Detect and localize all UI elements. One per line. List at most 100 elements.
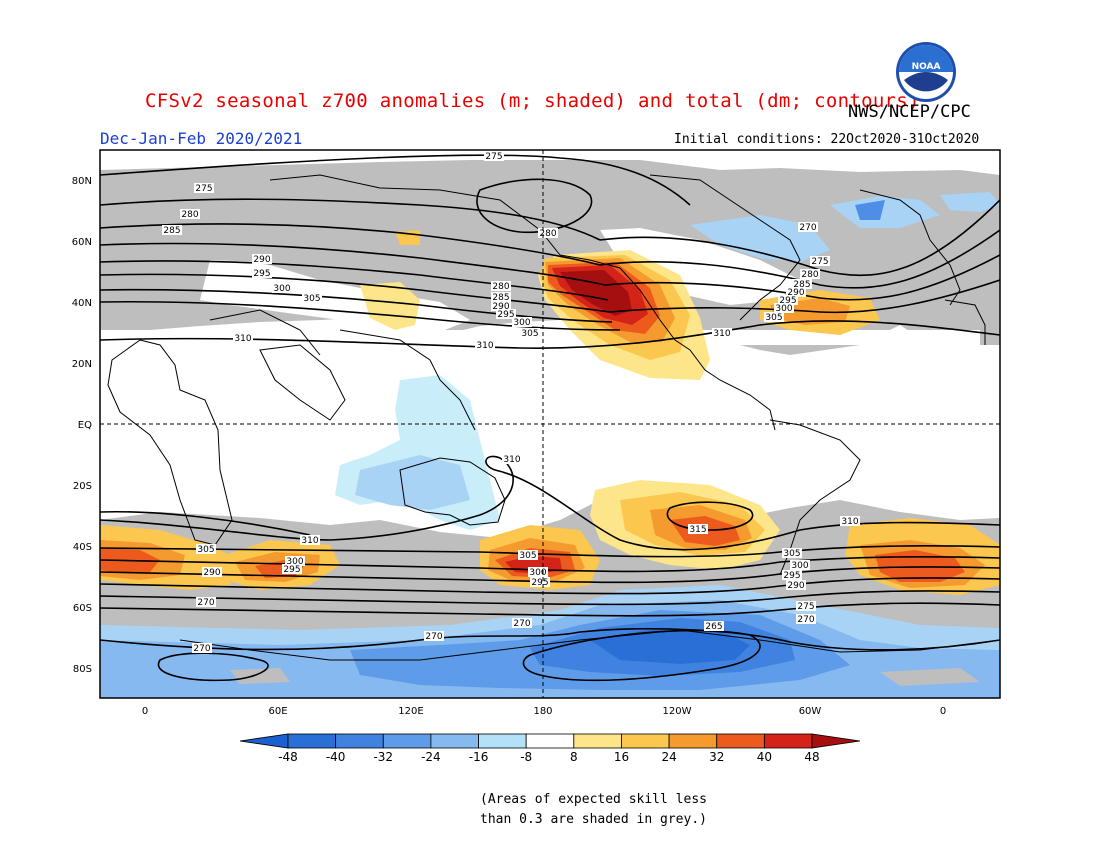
svg-text:270: 270	[799, 223, 816, 233]
svg-text:310: 310	[476, 341, 493, 351]
svg-text:300: 300	[513, 318, 530, 328]
colorbar-swatch	[382, 733, 432, 749]
svg-text:290: 290	[787, 581, 804, 591]
lon-label: 60E	[268, 706, 287, 717]
colorbar: -48 -40 -32 -24 -16 -8 8 16 24 32 40 48	[239, 733, 861, 764]
lon-label: 60W	[799, 706, 822, 717]
svg-text:270: 270	[193, 644, 210, 654]
svg-text:290: 290	[203, 568, 220, 578]
svg-text:300: 300	[775, 304, 792, 314]
lat-label: EQ	[78, 420, 92, 431]
svg-text:310: 310	[713, 329, 730, 339]
svg-text:305: 305	[519, 551, 536, 561]
skill-note-line-1: (Areas of expected skill less	[480, 792, 707, 807]
lat-label: 80S	[73, 664, 92, 675]
colorbar-label: 24	[661, 750, 676, 764]
colorbar-label: 8	[570, 750, 578, 764]
colorbar-label: -24	[421, 750, 441, 764]
initial-conditions-label: Initial conditions: 22Oct2020-31Oct2020	[674, 132, 980, 147]
colorbar-label: -40	[326, 750, 346, 764]
svg-text:310: 310	[234, 334, 251, 344]
contour-label-group: 275 275 280 285 280 290 295 300 305 310 …	[162, 151, 860, 654]
svg-text:285: 285	[492, 293, 509, 303]
svg-text:300: 300	[791, 561, 808, 571]
svg-text:295: 295	[531, 578, 548, 588]
svg-text:280: 280	[181, 210, 198, 220]
lon-label: 0	[142, 706, 148, 717]
lon-label: 120E	[398, 706, 423, 717]
lon-label: 180	[533, 706, 552, 717]
colorbar-swatch	[335, 733, 384, 749]
colorbar-swatch	[621, 733, 670, 749]
colorbar-swatch	[573, 733, 622, 749]
svg-text:280: 280	[539, 229, 556, 239]
svg-text:305: 305	[303, 294, 320, 304]
svg-text:275: 275	[485, 152, 502, 162]
lat-label: 40N	[72, 298, 92, 309]
lat-labels: 80N 60N 40N 20N EQ 20S 40S 60S 80S	[72, 176, 92, 675]
map-frame	[99, 149, 1001, 699]
svg-text:270: 270	[797, 615, 814, 625]
noaa-logo: NOAA	[896, 42, 956, 102]
logo-text: NOAA	[912, 62, 941, 72]
lat-label: 60N	[72, 237, 92, 248]
lat-label: 60S	[73, 603, 92, 614]
colorbar-swatch	[287, 733, 337, 749]
svg-text:265: 265	[705, 622, 722, 632]
colorbar-swatch	[525, 733, 575, 749]
svg-text:290: 290	[253, 255, 270, 265]
lon-labels: 0 60E 120E 180 120W 60W 0	[142, 706, 946, 717]
svg-text:295: 295	[253, 269, 270, 279]
colorbar-swatch	[430, 733, 479, 749]
svg-text:300: 300	[529, 568, 546, 578]
lon-label: 120W	[663, 706, 692, 717]
svg-text:305: 305	[197, 545, 214, 555]
colorbar-label: -32	[373, 750, 393, 764]
svg-text:295: 295	[783, 571, 800, 581]
svg-text:275: 275	[195, 184, 212, 194]
lat-label: 20S	[73, 481, 92, 492]
svg-text:300: 300	[273, 284, 290, 294]
colorbar-label: 32	[709, 750, 724, 764]
colorbar-label: -8	[520, 750, 532, 764]
lat-label: 40S	[73, 542, 92, 553]
svg-text:275: 275	[811, 257, 828, 267]
colorbar-arrow-right	[811, 733, 861, 749]
height-contours	[100, 154, 1000, 682]
svg-text:285: 285	[793, 280, 810, 290]
svg-text:270: 270	[425, 632, 442, 642]
organization-label: NWS/NCEP/CPC	[848, 102, 971, 122]
svg-text:295: 295	[779, 296, 796, 306]
svg-text:310: 310	[503, 455, 520, 465]
colorbar-label: 40	[757, 750, 772, 764]
skill-note-line-2: than 0.3 are shaded in grey.)	[480, 812, 707, 827]
colorbar-label: -16	[469, 750, 489, 764]
svg-text:300: 300	[286, 557, 303, 567]
svg-text:305: 305	[521, 329, 538, 339]
chart-title: CFSv2 seasonal z700 anomalies (m; shaded…	[145, 90, 920, 112]
lat-label: 20N	[72, 359, 92, 370]
svg-text:270: 270	[513, 619, 530, 629]
svg-text:295: 295	[283, 565, 300, 575]
svg-text:295: 295	[497, 310, 514, 320]
colorbar-label: -48	[278, 750, 298, 764]
colorbar-label: 48	[804, 750, 819, 764]
svg-text:305: 305	[765, 313, 782, 323]
colorbar-swatch	[763, 733, 813, 749]
svg-text:275: 275	[797, 602, 814, 612]
colorbar-label: 16	[614, 750, 629, 764]
svg-text:305: 305	[783, 549, 800, 559]
svg-text:310: 310	[841, 517, 858, 527]
svg-text:315: 315	[689, 525, 706, 535]
season-label: Dec-Jan-Feb 2020/2021	[100, 129, 303, 148]
lat-label: 80N	[72, 176, 92, 187]
svg-text:285: 285	[163, 226, 180, 236]
svg-text:280: 280	[801, 270, 818, 280]
svg-text:270: 270	[197, 598, 214, 608]
colorbar-swatch	[668, 733, 718, 749]
svg-text:290: 290	[492, 302, 509, 312]
svg-text:290: 290	[787, 288, 804, 298]
lon-label: 0	[940, 706, 946, 717]
colorbar-swatch	[716, 733, 765, 749]
